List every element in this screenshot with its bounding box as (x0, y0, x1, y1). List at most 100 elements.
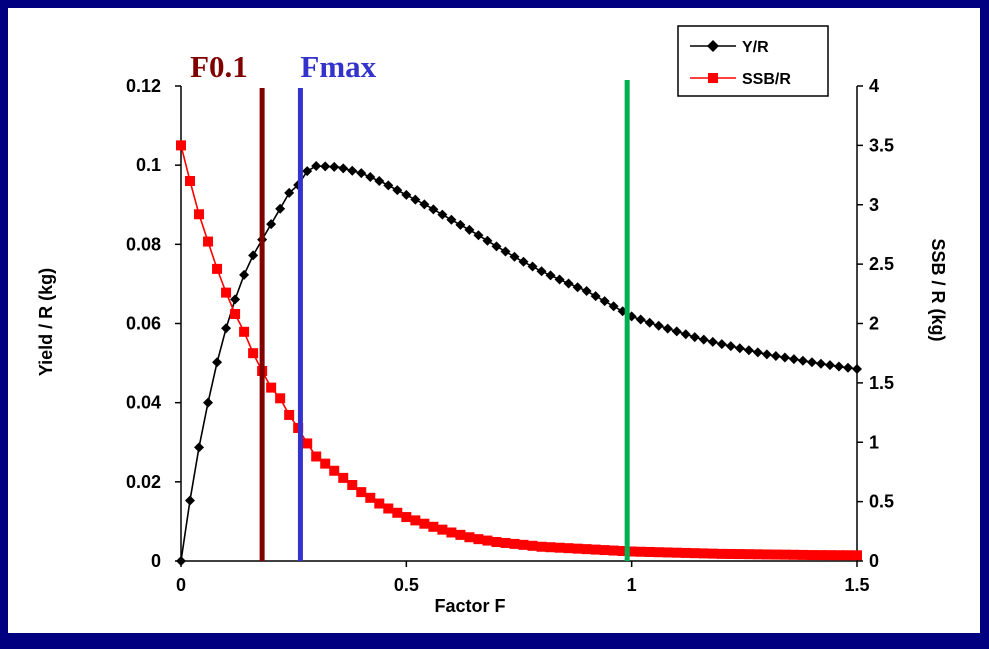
y-right-tick-label: 2 (869, 314, 879, 334)
x-tick-label: 0 (176, 575, 186, 595)
ssbr-point (365, 492, 376, 503)
yr-point (230, 294, 241, 305)
ssbr-point (806, 550, 817, 561)
ssbr-point (392, 507, 403, 518)
yr-point (392, 185, 403, 196)
yr-point (761, 349, 772, 360)
yr-point (464, 224, 475, 235)
y-right-tick-label: 3 (869, 195, 879, 215)
yr-point (446, 214, 457, 225)
ssbr-point (779, 549, 790, 560)
ssbr-point (356, 487, 367, 498)
vertical-line-label-f01: F0.1 (190, 49, 248, 84)
y-left-tick-label: 0.06 (126, 314, 161, 334)
ssbr-point (527, 540, 538, 551)
ssbr-point (743, 549, 754, 560)
ssbr-point (653, 547, 664, 558)
ssbr-point (437, 524, 448, 535)
ssbr-point (536, 541, 547, 552)
ssbr-point (230, 309, 241, 319)
y-left-tick-label: 0.02 (126, 472, 161, 492)
yr-point (365, 172, 376, 183)
y-left-tick-label: 0.08 (126, 234, 161, 254)
yr-point (716, 339, 727, 350)
yr-point (482, 235, 493, 246)
yr-point (374, 176, 385, 186)
y-right-tick-label: 0.5 (869, 492, 894, 512)
legend: Y/R SSB/R (677, 25, 829, 97)
ssbr-point (725, 548, 736, 559)
yr-point (248, 250, 259, 261)
ssbr-point (797, 549, 808, 560)
legend-box (677, 25, 829, 97)
ssbr-point (833, 550, 844, 561)
legend-marker-ssbr (708, 73, 718, 83)
y-left-tick-label: 0.04 (126, 393, 161, 413)
ssbr-point (329, 465, 340, 476)
yr-point (383, 180, 394, 191)
yr-point (563, 278, 574, 289)
ssbr-point (761, 549, 772, 560)
ssbr-point (212, 263, 223, 274)
legend-label-ssbr: SSB/R (742, 71, 791, 88)
yr-point (518, 256, 529, 267)
ssbr-point (455, 529, 466, 540)
ssbr-point (689, 548, 700, 559)
ssbr-point (482, 535, 493, 546)
y-right-tick-label: 0 (869, 551, 879, 571)
yr-point (491, 241, 502, 252)
yr-point (455, 219, 466, 230)
ssbr-point (383, 503, 394, 514)
yr-point (437, 209, 448, 220)
yr-point (671, 326, 682, 337)
ssbr-point (680, 547, 691, 558)
ssbr-point (734, 549, 745, 560)
yr-point (275, 203, 286, 214)
x-tick-label: 1 (627, 575, 637, 595)
ssbr-point (770, 549, 781, 560)
yr-point (401, 189, 412, 200)
ssbr-point (852, 550, 862, 561)
yr-point (329, 161, 340, 172)
ssbr-point (608, 545, 619, 556)
y-right-tick-label: 4 (869, 76, 879, 96)
yr-point (356, 168, 367, 179)
ssbr-point (842, 550, 853, 561)
legend-marker-yr (707, 40, 719, 52)
ssbr-point (716, 548, 727, 559)
y-left-tick-label: 0.1 (136, 155, 161, 175)
yr-point (644, 317, 655, 328)
yr-point (806, 357, 817, 368)
ssbr-point (275, 393, 286, 404)
ssbr-point (788, 549, 799, 560)
ssbr-point (824, 550, 835, 561)
y-right-tick-label: 1.5 (869, 373, 894, 393)
yr-point (572, 282, 583, 293)
ssbr-point (815, 550, 826, 561)
yr-point (473, 230, 484, 241)
yr-point (842, 362, 853, 373)
y-axis-right-label: SSB / R (kg) (928, 238, 948, 341)
yr-point (698, 334, 709, 345)
y-left-tick-label: 0.12 (126, 76, 161, 96)
yr-point (194, 442, 205, 453)
ssbr-point (581, 544, 592, 555)
ssbr-point (572, 543, 583, 554)
yr-point (852, 364, 862, 375)
yr-point (428, 204, 439, 215)
ssbr-point (194, 209, 205, 220)
yr-point (743, 345, 754, 356)
legend-label-yr: Y/R (742, 39, 769, 56)
ssbr-point (563, 543, 574, 554)
yr-point (815, 358, 826, 369)
x-tick-label: 0.5 (394, 575, 419, 595)
yr-point (239, 269, 250, 280)
ssbr-point (644, 546, 655, 557)
ssbr-point (635, 546, 646, 557)
yr-point (824, 360, 835, 371)
ssbr-point (374, 498, 385, 509)
y-right-tick-label: 2.5 (869, 254, 894, 274)
ssbr-point (491, 537, 502, 547)
ssbr-point (419, 518, 430, 529)
